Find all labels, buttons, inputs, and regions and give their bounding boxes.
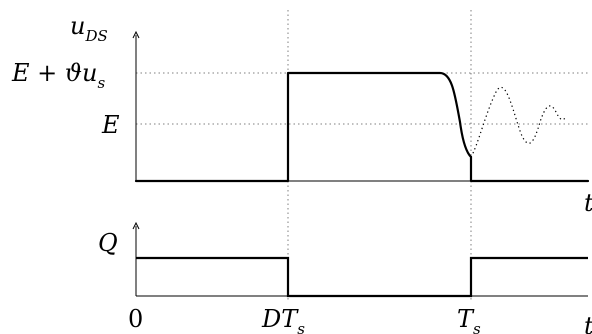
gate-signal-waveform — [136, 256, 588, 298]
uds-ringing-dotted — [470, 86, 566, 158]
drain-source-voltage-waveform — [134, 71, 590, 183]
level-e-label: E — [101, 111, 120, 139]
q-main-trace — [136, 256, 588, 298]
top-y-axis-label: uDS — [70, 12, 108, 45]
guide-lines — [136, 10, 590, 300]
bottom-axes — [132, 221, 588, 297]
bottom-y-axis-label: Q — [98, 229, 118, 257]
bottom-y-axis-arrow — [132, 221, 140, 230]
top-y-axis-arrow — [132, 30, 140, 39]
tick-zero-label: 0 — [128, 305, 143, 333]
bottom-x-axis-label: t — [584, 312, 592, 334]
top-axes — [132, 30, 588, 182]
level-high-label: E + ϑus — [11, 59, 106, 92]
tick-ts-label: Ts — [457, 305, 481, 334]
tick-dts-label: DTs — [261, 305, 305, 334]
uds-main-trace — [134, 71, 590, 183]
top-x-axis-label: t — [584, 189, 592, 217]
